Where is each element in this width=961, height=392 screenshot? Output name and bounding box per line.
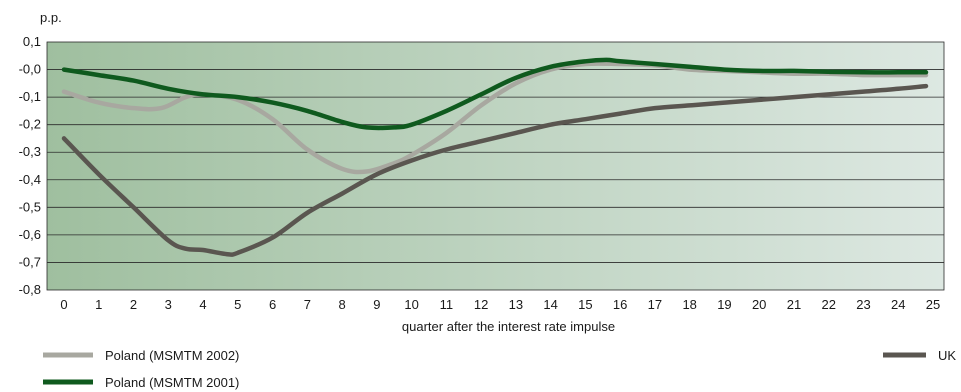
legend: Poland (MSMTM 2002) Poland (MSMTM 2001) UK — [43, 348, 956, 390]
x-tick-label: 9 — [373, 297, 380, 312]
x-tick-label: 25 — [926, 297, 940, 312]
x-tick-label: 19 — [717, 297, 731, 312]
series-lines — [61, 57, 929, 257]
x-tick-label: 1 — [95, 297, 102, 312]
plot-frame — [46, 41, 945, 291]
x-tick-label: 23 — [856, 297, 870, 312]
legend-item: Poland (MSMTM 2002) — [43, 348, 239, 363]
x-tick-label: 0 — [60, 297, 67, 312]
x-tick-label: 16 — [613, 297, 627, 312]
x-tick-label: 18 — [682, 297, 696, 312]
legend-label: Poland (MSMTM 2002) — [105, 348, 239, 363]
x-tick-label: 5 — [234, 297, 241, 312]
series-line-poland-msmtm-2001 — [61, 57, 929, 131]
y-tick-label: 0,1 — [23, 34, 41, 49]
legend-item: UK — [883, 348, 956, 363]
x-axis-title: quarter after the interest rate impulse — [402, 319, 615, 334]
x-tick-label: 21 — [787, 297, 801, 312]
x-tick-label: 4 — [199, 297, 206, 312]
legend-item: Poland (MSMTM 2001) — [43, 375, 239, 390]
gridlines — [47, 69, 944, 263]
x-tick-label: 2 — [130, 297, 137, 312]
y-tick-label: -0,1 — [19, 89, 41, 104]
y-tick-label: -0,4 — [19, 172, 41, 187]
x-tick-label: 7 — [304, 297, 311, 312]
x-tick-label: 11 — [440, 297, 454, 312]
y-tick-label: -0,2 — [19, 117, 41, 132]
y-tick-label: -0,0 — [19, 62, 41, 77]
y-tick-label: -0,7 — [19, 254, 41, 269]
x-tick-label: 17 — [648, 297, 662, 312]
x-tick-label: 14 — [543, 297, 557, 312]
plot-area — [47, 42, 944, 290]
x-tick-label: 10 — [404, 297, 418, 312]
x-tick-label: 6 — [269, 297, 276, 312]
y-unit-label: p.p. — [40, 10, 62, 25]
x-tick-label: 22 — [821, 297, 835, 312]
series-line-uk — [61, 83, 929, 257]
legend-label: Poland (MSMTM 2001) — [105, 375, 239, 390]
y-tick-label: -0,3 — [19, 144, 41, 159]
x-tick-label: 3 — [165, 297, 172, 312]
x-tick-label: 13 — [509, 297, 523, 312]
x-tick-label: 24 — [891, 297, 905, 312]
y-tick-label: -0,6 — [19, 227, 41, 242]
axes: 0,1 -0,0 -0,1 -0,2 -0,3 -0,4 -0,5 -0,6 -0,7 -0,8 0… — [19, 34, 945, 312]
x-tick-label: 12 — [474, 297, 488, 312]
legend-label: UK — [938, 348, 956, 363]
x-tick-label: 8 — [338, 297, 345, 312]
x-tick-label: 15 — [578, 297, 592, 312]
y-tick-label: -0,5 — [19, 199, 41, 214]
x-tick-label: 20 — [752, 297, 766, 312]
y-tick-label: -0,8 — [19, 282, 41, 297]
